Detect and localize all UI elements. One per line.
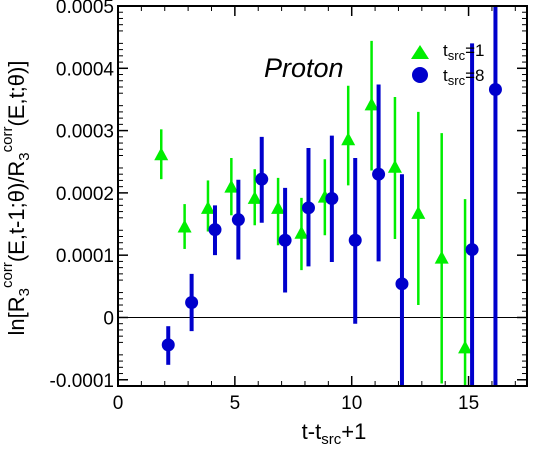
x-tick-label: 0 [113,393,124,414]
data-point-triangle [294,225,309,239]
y-axis-title-part2: (E,t-1;θ)/R [4,161,29,262]
data-point-circle [301,201,315,215]
data-point-triangle [458,340,473,354]
x-tick-label: 15 [458,393,479,414]
data-point-circle [348,233,362,247]
legend-tsrc8-tail: =8 [465,66,484,85]
y-axis-title: ln[R3corr(E,t-1;θ)/R3corr(E,t;θ)] [0,61,33,336]
series-layer [154,6,502,386]
y-axis-title-sup1: corr [0,262,16,288]
data-point-circle [372,167,386,181]
x-axis-title-main: t-t [302,419,322,444]
y-tick-label: 0.0003 [56,122,114,143]
data-point-triangle [341,132,356,146]
legend-marker-circle [412,67,428,83]
data-point-circle [395,277,409,291]
y-axis-title-sub1: 3 [16,288,33,296]
data-point-circle [278,233,292,247]
legend-tsrc8-main: t [443,66,448,85]
y-tick-label: -0.0001 [50,371,114,392]
data-point-circle [208,223,222,237]
y-axis-title-part1: ln[R [4,296,29,335]
legend-tsrc8-sub: src [448,73,466,88]
chart-annotation: Proton [264,53,344,83]
y-tick-label: 0 [103,308,114,329]
legend-entry-tsrc1: tsrc=1 [443,41,484,63]
data-point-triangle [154,147,169,161]
data-point-circle [161,338,175,352]
data-point-triangle [224,179,239,193]
data-point-circle [231,213,245,227]
data-point-triangle [247,190,262,204]
data-point-triangle [177,219,192,233]
legend-entry-tsrc8: tsrc=8 [443,66,484,88]
y-axis-title-sup2: corr [0,127,16,153]
data-point-circle [325,191,339,205]
plot-frame [117,5,528,387]
legend: tsrc=1 tsrc=8 [411,41,484,88]
data-point-triangle [200,200,215,214]
legend-tsrc1-sub: src [448,48,466,63]
x-axis-title-tail: +1 [341,419,366,444]
data-point-triangle [434,250,449,264]
x-axis-title: t-tsrc+1 [302,419,367,448]
data-point-triangle [387,159,402,173]
y-axis-title-part3: (E,t;θ)] [4,61,29,127]
data-point-circle [255,172,269,186]
data-point-circle [488,82,502,96]
y-axis-title-sub2: 3 [16,152,33,160]
x-tick-label: 10 [341,393,362,414]
y-tick-label: 0.0005 [56,0,114,18]
y-tick-label: 0.0004 [56,59,115,80]
series-2 [161,6,502,386]
series-1 [154,40,473,386]
data-point-triangle [364,97,379,111]
y-tick-label: 0.0001 [56,246,114,267]
x-tick-label: 5 [230,393,241,414]
data-point-triangle [271,200,286,214]
tick-labels: 0 5 10 15-0.000100.00010.00020.00030.00040.… [50,0,480,414]
data-point-triangle [411,205,426,219]
legend-tsrc1-tail: =1 [465,41,484,60]
legend-marker-triangle [411,45,429,59]
legend-tsrc1-main: t [443,41,448,60]
data-point-circle [185,296,199,310]
data-point-circle [465,243,479,257]
y-tick-label: 0.0002 [56,184,114,205]
x-axis-title-sub: src [321,431,341,448]
